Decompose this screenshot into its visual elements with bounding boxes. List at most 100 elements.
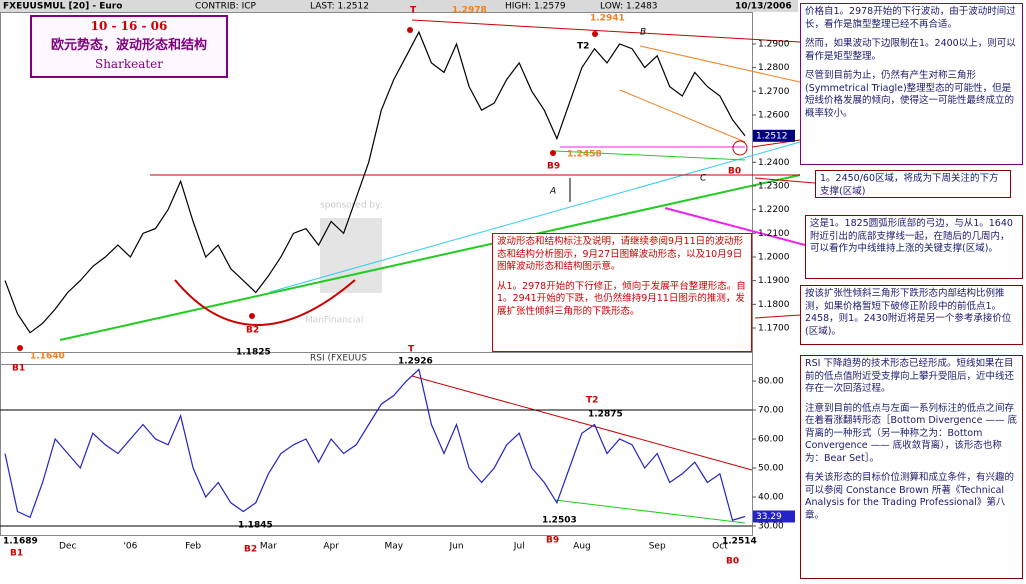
marker	[592, 31, 598, 37]
note-text: 1。2450/60区域，将成为下周关注的下方支撑(区域)	[820, 173, 999, 197]
x-tick-label: Aug	[573, 542, 591, 552]
chart-title: 欧元势态，波动形态和结构	[50, 38, 207, 53]
annotation: C	[700, 174, 707, 184]
note-text: 价格自1。2978开始的下行波动，由于波动时间过长，看作是旗型整理已经不再合适。	[805, 6, 1016, 30]
last-value-tag	[753, 129, 795, 142]
price-annotations: T 1.2978 1.2941 T2 B B9 1.2458 B0 C A 1.…	[12, 6, 741, 374]
data-line	[4, 30, 746, 334]
markers	[17, 27, 598, 351]
arrow	[754, 177, 816, 184]
y-tick-label: 40.00	[758, 493, 784, 503]
annotation: B9	[546, 536, 559, 546]
y-tick-label: 1.2700	[758, 87, 790, 97]
author: Sharkeater	[94, 57, 164, 71]
trend-lines	[59, 19, 816, 524]
marker	[17, 345, 23, 351]
annotation: B0	[728, 167, 741, 177]
focus-circle	[732, 140, 748, 156]
annotation: B9	[547, 162, 560, 172]
y-tick-label: 1.1700	[758, 323, 790, 333]
x-tick-label: Feb	[185, 542, 201, 552]
annotation: 1.1640	[30, 352, 65, 362]
last-value-label: 33.29	[756, 512, 782, 522]
x-tick-label: Mar	[260, 542, 277, 552]
note-text: 注意到目前的低点与左面一系列标注的低点之间存在着看涨翻转形态［Bottom Di…	[805, 402, 1018, 464]
header-contrib: CONTRIB: ICP	[195, 2, 257, 12]
last-value-label: 1.2512	[756, 131, 788, 141]
x-tick-label: '06	[123, 542, 137, 552]
x-tick-label: May	[385, 542, 404, 552]
annotation: B1	[12, 364, 25, 374]
annotation: 1.1689	[3, 537, 38, 547]
annotation: 1.1825	[236, 348, 271, 358]
annotation: B2	[244, 545, 257, 555]
x-tick-label: Oct	[712, 542, 728, 552]
note-text: 尽管到目前为止，仍然有产生对称三角形(Symmetrical Triagle)整…	[805, 70, 1015, 119]
title-box: 10 - 16 - 06 欧元势态，波动形态和结构 Sharkeater	[30, 15, 228, 78]
y-tick-label: 1.2100	[758, 229, 790, 239]
y-tick-label: 1.1900	[758, 276, 790, 286]
marker	[550, 150, 556, 156]
header-bar	[0, 0, 798, 12]
annotation: 1.2458	[567, 150, 602, 160]
note-box: 这是1。1825圆弧形底部的弓边，与从1。1640附近引出的底部支撑线一起，在随…	[805, 215, 1023, 279]
note-box: RSI 下降趋势的技术形态已经形成。短线如果在目前的低点值附近受支撑向上攀升受阻…	[800, 355, 1023, 579]
y-tick-label: 1.1800	[758, 300, 790, 310]
annotation: A	[549, 187, 556, 197]
arrow	[754, 314, 801, 319]
note-text: 有关该形态的目标价位测算和成立条件，有兴趣的可以参阅 Constance Bro…	[805, 472, 1015, 521]
y-tick-label: 1.2200	[758, 205, 790, 215]
x-tick-label: Apr	[323, 542, 339, 552]
trend-line	[639, 45, 801, 83]
y-tick-label: 30.00	[758, 522, 784, 532]
annotation: B0	[726, 557, 739, 567]
note-text: 从1。2978开始的下行修正，倾向于发展平台整理形态。自1。2941开始的下跌，…	[497, 280, 746, 317]
x-tick-label: Jun	[448, 542, 463, 552]
y-tick-label: 1.2800	[758, 63, 790, 73]
annotation: B1	[10, 549, 23, 559]
rsi-trend-line	[554, 499, 746, 524]
x-tick-label: Jul	[513, 542, 525, 552]
annotation: B	[640, 28, 646, 38]
header-last: LAST: 1.2512	[310, 2, 369, 12]
annotation: T2	[577, 42, 589, 52]
y-tick-label: 1.2300	[758, 181, 790, 191]
note-box: 按该扩张性倾斜三角形下跌形态内部结构比例推测，如果价格暂短下破修正阶段中的前低点…	[800, 285, 1023, 345]
note-box: 1。2450/60区域，将成为下周关注的下方支撑(区域)	[815, 170, 1011, 198]
note-text: 这是1。1825圆弧形底部的弓边，与从1。1640附近引出的底部支撑线一起，在随…	[810, 218, 1013, 254]
note-box: 价格自1。2978开始的下行波动，由于波动时间过长，看作是旗型整理已经不再合适。…	[800, 3, 1023, 165]
watermark-logo	[320, 218, 382, 293]
y-tick-label: 1.2000	[758, 252, 790, 262]
arc-bottom	[174, 279, 356, 326]
annotation: 1.2978	[452, 6, 487, 16]
trend-line	[619, 89, 746, 143]
x-tick-label: Dec	[59, 542, 76, 552]
rsi-panel	[0, 364, 753, 536]
trend-line	[411, 19, 801, 43]
y-tick-label: 70.00	[758, 406, 784, 416]
marker	[249, 313, 255, 319]
data-line	[4, 368, 746, 521]
header-date: 10/13/2006	[735, 2, 792, 12]
watermark: ManFinancial	[305, 316, 363, 326]
y-tick-label: 50.00	[758, 464, 784, 474]
note-text: 然而，如果波动下边限制在1。2400以上，则可以看作是矩型整理。	[805, 38, 1016, 62]
title-date: 10 - 16 - 06	[90, 19, 168, 33]
y-tick-label: 1.2900	[758, 39, 790, 49]
annotation: 1.2875	[588, 410, 623, 420]
annotation: 1.2503	[542, 516, 577, 526]
y-tick-label: 60.00	[758, 435, 784, 445]
trend-line	[269, 141, 801, 293]
rsi-title: RSI (FXEUUS	[310, 354, 367, 364]
rsi-trend-line	[411, 375, 753, 471]
arrow	[664, 207, 806, 246]
annotation: 1.1845	[238, 521, 273, 531]
annotation: T2	[586, 396, 598, 406]
header-symbol: FXEUUSMUL [20] - Euro	[3, 2, 122, 12]
note-text: RSI 下降趋势的技术形态已经形成。短线如果在目前的低点值附近受支撑向上攀升受阻…	[805, 358, 1015, 394]
note-box: 波动形态和结构标注及说明，请继续参阅9月11日的波动形态和结构分析图示，9月27…	[492, 233, 752, 352]
annotation: T	[410, 6, 417, 16]
annotation: 1.2926	[398, 357, 433, 367]
